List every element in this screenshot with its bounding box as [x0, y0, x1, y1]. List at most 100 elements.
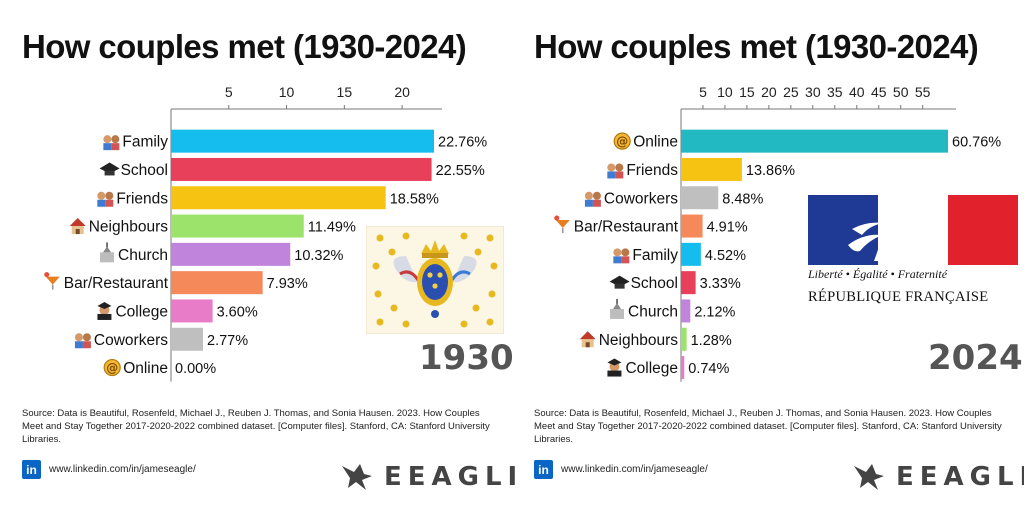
bar-row: Coworkers 8.48%	[584, 186, 763, 210]
category-label: Online	[123, 360, 168, 377]
x-tick-label: 20	[761, 84, 777, 100]
x-tick-label: 50	[893, 84, 909, 100]
bar-row: Online @ 60.76%	[613, 129, 1001, 153]
x-tick-label: 30	[805, 84, 821, 100]
value-label: 60.76%	[952, 135, 1001, 151]
x-tick-label: 25	[783, 84, 799, 100]
x-tick-label: 45	[871, 84, 887, 100]
bar	[681, 242, 701, 266]
category-label: Coworkers	[94, 332, 168, 349]
chart-panel-2024: How couples met (1930-2024) 5 10 15 20 25 30 3…	[512, 0, 1024, 512]
bar-chart-2024: 5 10 15 20 25 30 35 40 45 50 55 Online @ 60.76% Friend…	[554, 84, 1001, 382]
x-tick-label: 5	[225, 84, 233, 100]
graduate-icon	[607, 358, 622, 377]
value-label: 3.60%	[217, 304, 258, 320]
church-icon	[610, 298, 625, 319]
bar-row: Church 2.12%	[610, 298, 736, 323]
x-tick-label: 10	[717, 84, 733, 100]
bar-chart-1930: 5 10 15 20 Family 22.76% School 22.55% Friends 18…	[44, 84, 487, 382]
profile-url[interactable]: www.linkedin.com/in/jameseagle/	[561, 464, 708, 475]
bar	[171, 214, 304, 238]
bar-row: Coworkers 2.77%	[74, 327, 248, 351]
royal-flag-image	[366, 226, 504, 334]
graduation-cap-icon	[99, 162, 120, 176]
at-sign-icon: @	[103, 358, 121, 377]
bar-row: School 3.33%	[609, 271, 741, 295]
chart-title: How couples met (1930-2024)	[22, 28, 467, 65]
value-label: 22.76%	[438, 135, 487, 151]
value-label: 0.74%	[688, 361, 729, 377]
brand-logo: EEAGLI	[852, 462, 1024, 492]
cocktail-icon	[554, 215, 570, 234]
linkedin-icon[interactable]: in	[534, 460, 553, 479]
marianne-flag-icon	[808, 195, 1018, 265]
bar	[681, 327, 687, 351]
category-label: College	[115, 303, 168, 320]
bar-row: Family 4.52%	[613, 242, 746, 266]
category-label: Friends	[116, 190, 168, 207]
bar	[681, 356, 685, 380]
bar	[171, 242, 291, 266]
republic-motto: Liberté • Égalité • Fraternité	[808, 267, 948, 281]
friends-icon	[97, 191, 114, 207]
cocktail-icon	[44, 272, 60, 290]
bar	[171, 129, 434, 153]
coworkers-icon	[74, 333, 91, 349]
x-tick-label: 40	[849, 84, 865, 100]
bar	[171, 186, 386, 210]
family-icon	[103, 135, 120, 151]
brand-name: EEAGLI	[896, 462, 1024, 492]
x-tick-label: 5	[699, 84, 707, 100]
bar-row: Friends 13.86%	[607, 157, 795, 181]
linkedin-credit[interactable]: in www.linkedin.com/in/jameseagle/	[534, 460, 708, 479]
year-label: 1930	[419, 338, 514, 378]
linkedin-credit[interactable]: in www.linkedin.com/in/jameseagle/	[22, 460, 196, 479]
brand-name: EEAGLI	[384, 462, 524, 492]
graduate-icon	[97, 301, 112, 320]
bar	[681, 157, 742, 181]
profile-url[interactable]: www.linkedin.com/in/jameseagle/	[49, 464, 196, 475]
chart-title: How couples met (1930-2024)	[534, 28, 979, 65]
value-label: 10.32%	[294, 248, 343, 264]
coworkers-icon	[584, 191, 601, 207]
bar-row: Online @ 0.00%	[103, 358, 216, 377]
chart-panel-1930: How couples met (1930-2024) 5 10 15 20 Famil…	[22, 28, 517, 492]
eagle-icon	[854, 464, 884, 490]
eagle-icon	[342, 464, 372, 490]
bar-row: Church 10.32%	[100, 242, 344, 266]
bar-row: Neighbours 11.49%	[69, 214, 356, 238]
category-label: Online	[633, 134, 678, 151]
bar	[681, 214, 703, 238]
bar	[681, 186, 719, 210]
value-label: 11.49%	[308, 220, 356, 236]
value-label: 7.93%	[267, 276, 308, 292]
house-icon	[579, 331, 596, 348]
source-note: Source: Data is Beautiful, Rosenfeld, Mi…	[22, 408, 490, 445]
bar-row: Bar/Restaurant 4.91%	[554, 214, 748, 238]
bar-row: School 22.55%	[99, 157, 485, 181]
bar	[171, 157, 432, 181]
x-tick-label: 35	[827, 84, 843, 100]
category-label: Church	[118, 247, 168, 264]
category-label: Neighbours	[599, 332, 679, 349]
source-note: Source: Data is Beautiful, Rosenfeld, Mi…	[534, 408, 1002, 445]
bar-row: Family 22.76%	[103, 129, 487, 153]
x-tick-label: 10	[279, 84, 295, 100]
bar	[171, 327, 204, 351]
category-label: Neighbours	[89, 219, 169, 236]
value-label: 4.91%	[707, 220, 748, 236]
house-icon	[69, 218, 86, 235]
value-label: 3.33%	[700, 276, 741, 292]
category-label: School	[121, 162, 168, 179]
linkedin-icon[interactable]: in	[22, 460, 41, 479]
category-label: Friends	[626, 162, 678, 179]
value-label: 4.52%	[705, 248, 746, 264]
category-label: Bar/Restaurant	[574, 219, 679, 236]
bar-row: College 3.60%	[97, 299, 258, 323]
at-sign-icon: @	[613, 132, 631, 150]
category-label: Family	[632, 247, 678, 264]
category-label: Coworkers	[604, 190, 678, 207]
svg-text:@: @	[616, 135, 628, 149]
value-label: 1.28%	[691, 333, 732, 349]
category-label: Church	[628, 303, 678, 320]
